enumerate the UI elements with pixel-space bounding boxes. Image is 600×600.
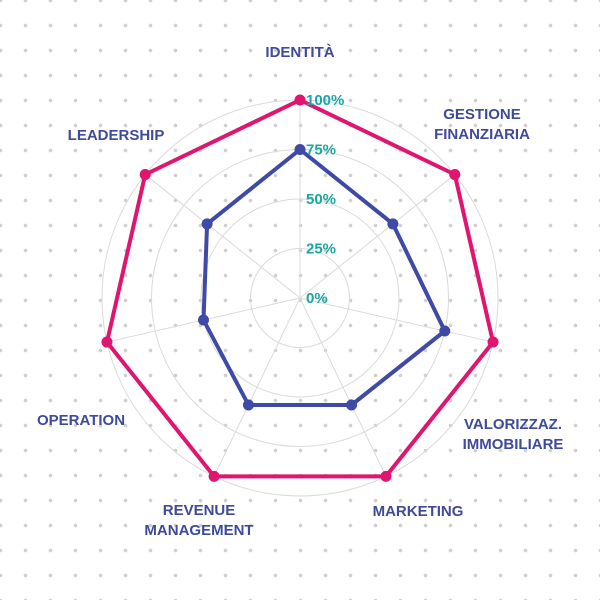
series-2-line <box>201 147 447 407</box>
radar-series <box>101 94 499 482</box>
series-2-point-1 <box>294 144 306 155</box>
series-2-point-4 <box>346 399 358 411</box>
series-2-point-3 <box>439 325 451 337</box>
series-1-point-3 <box>487 336 499 348</box>
series-2-point-6 <box>197 314 209 326</box>
series-1-point-5 <box>208 470 220 482</box>
axis-label-6-line-1: OPERATION <box>37 412 125 429</box>
tick-label-25pct: 25% <box>306 241 336 258</box>
axis-label-5-line-2: MANAGEMENT <box>144 522 253 539</box>
axis-label-7-line-1: LEADERSHIP <box>68 127 165 144</box>
series-2-point-5 <box>242 399 254 411</box>
axis-label-3-line-2: IMMOBILIARE <box>463 436 564 453</box>
axis-label-2-line-1: GESTIONE <box>443 106 521 123</box>
series-1-point-2 <box>449 169 461 181</box>
series-1-point-7 <box>139 169 151 181</box>
series-1-point-4 <box>380 470 392 482</box>
axis-label-4-line-1: MARKETING <box>373 503 464 520</box>
grid-spoke-2 <box>299 174 456 299</box>
series-1-point-1 <box>294 94 306 106</box>
tick-label-75pct: 75% <box>306 142 336 159</box>
axis-label-1-line-1: IDENTITÀ <box>265 44 334 61</box>
series-1-point-6 <box>101 336 113 348</box>
tick-label-0pct: 0% <box>306 290 328 307</box>
grid-spoke-7 <box>144 174 301 299</box>
grid-spoke-5 <box>213 297 301 477</box>
tick-label-100pct: 100% <box>306 92 344 109</box>
grid-spoke-3 <box>299 297 494 343</box>
grid-spoke-4 <box>299 297 387 477</box>
tick-label-50pct: 50% <box>306 191 336 208</box>
radar-grid <box>101 99 499 497</box>
axis-label-5-line-1: REVENUE <box>163 502 236 519</box>
series-2-point-7 <box>201 218 213 230</box>
radar-axis-labels: IDENTITÀ GESTIONE FINANZIARIA VALORIZZAZ. IM… <box>37 44 563 539</box>
series-1-line <box>105 98 495 479</box>
series-2-point-2 <box>387 218 399 230</box>
radar-ticks: 0% 25% 50% 75% 100% <box>306 92 344 307</box>
axis-label-3-line-1: VALORIZZAZ. <box>464 416 562 433</box>
axis-label-2-line-2: FINANZIARIA <box>434 126 530 143</box>
